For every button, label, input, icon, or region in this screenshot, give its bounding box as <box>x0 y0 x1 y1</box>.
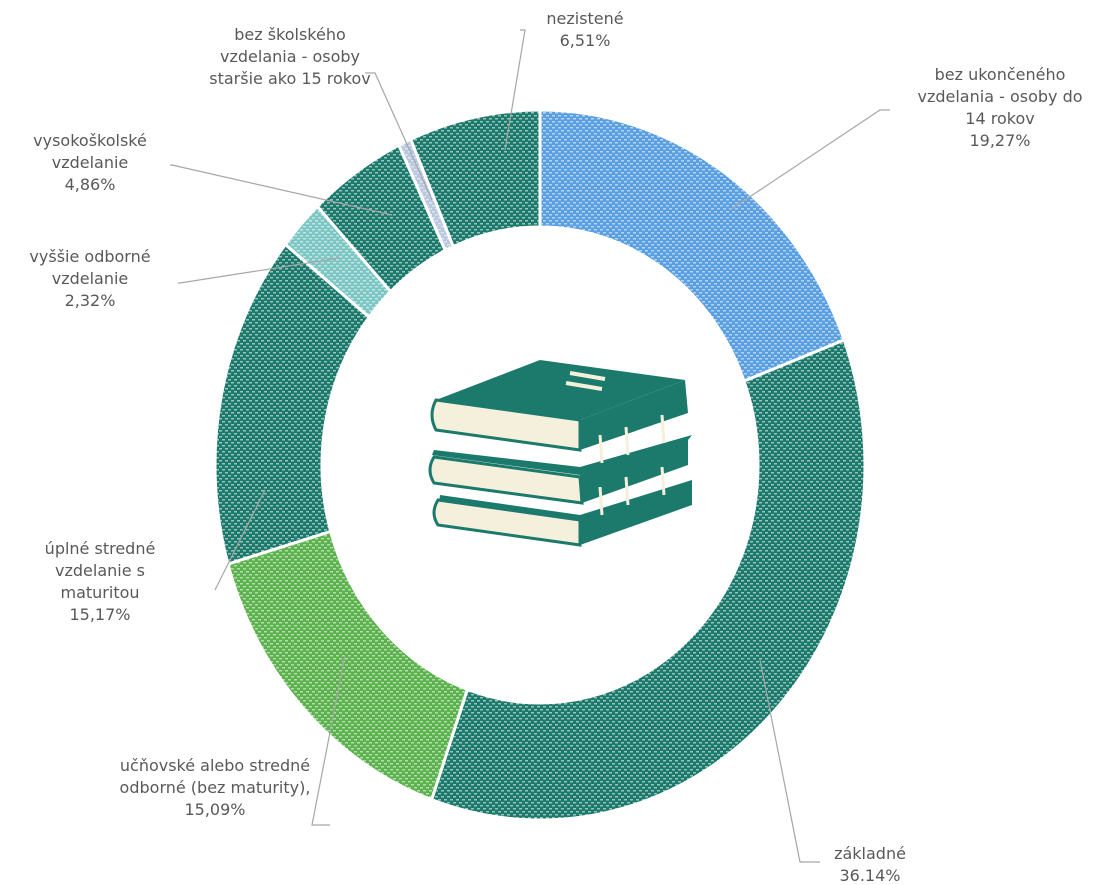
category-label: vysokoškolské vzdelanie <box>33 131 147 172</box>
value-label: 6,51% <box>559 31 611 50</box>
category-label: základné <box>834 844 906 863</box>
category-label: učňovské alebo stredné odborné (bez matu… <box>119 756 311 797</box>
value-label: 2,32% <box>64 291 116 310</box>
category-label: úplné stredné vzdelanie s maturitou <box>44 539 156 602</box>
leader-line <box>729 109 890 211</box>
data-label: bez školského vzdelania - osoby staršie … <box>205 24 375 90</box>
donut-slice <box>408 108 542 249</box>
leader-line <box>214 489 266 591</box>
leader-line <box>504 29 526 151</box>
leader-lines <box>170 29 890 863</box>
value-label: 19,27% <box>969 131 1031 150</box>
category-label: nezistené <box>546 9 624 28</box>
donut-slice <box>538 108 847 384</box>
leader-line <box>365 72 433 201</box>
data-label: vyššie odborné vzdelanie 2,32% <box>5 246 175 312</box>
data-label: úplné stredné vzdelanie s maturitou 15,17… <box>20 538 180 626</box>
value-label: 36.14% <box>839 866 901 885</box>
value-label: 15,09% <box>184 800 246 819</box>
books-icon <box>428 360 692 547</box>
category-label: bez ukončeného vzdelania - osoby do 14 r… <box>917 65 1083 128</box>
leader-line <box>759 659 820 863</box>
data-label: vysokoškolské vzdelanie 4,86% <box>5 130 175 196</box>
category-label: vyššie odborné vzdelanie <box>29 247 151 288</box>
value-label: 4,86% <box>64 175 116 194</box>
data-label: nezistené 6,51% <box>525 8 645 52</box>
data-label: učňovské alebo stredné odborné (bez matu… <box>115 755 315 821</box>
donut-slice <box>429 337 867 822</box>
leader-line <box>311 654 346 826</box>
data-label: bez ukončeného vzdelania - osoby do 14 r… <box>905 64 1094 152</box>
leader-line <box>170 164 393 216</box>
data-label: základné 36.14% <box>810 843 930 885</box>
leader-line <box>178 257 341 284</box>
donut <box>213 108 867 822</box>
value-label: 15,17% <box>69 605 131 624</box>
category-label: bez školského vzdelania - osoby staršie … <box>209 25 371 88</box>
